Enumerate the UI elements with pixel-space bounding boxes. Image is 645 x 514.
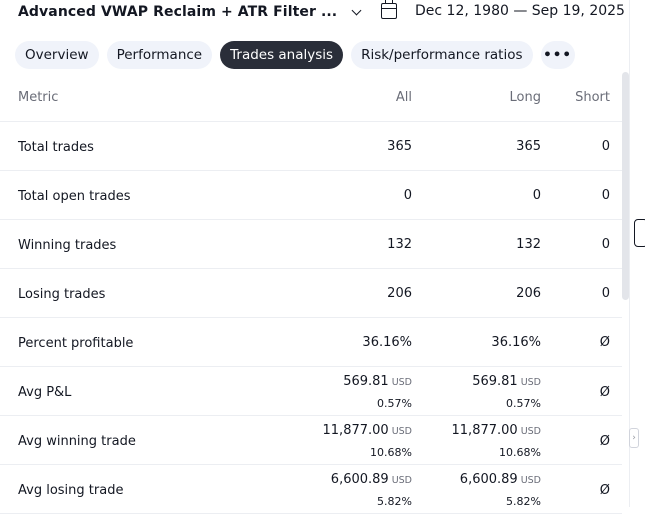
amount: 6,600.89 xyxy=(330,472,389,487)
table-scrollbar[interactable] xyxy=(622,72,629,300)
metric-label: Total open trades xyxy=(18,189,131,204)
table-row: Avg P&L 569.81 USD 0.57% 569.81 USD 0.57% … xyxy=(0,367,622,416)
metric-label: Avg losing trade xyxy=(18,483,124,498)
value-all: 6,600.89 USD 5.82% xyxy=(331,472,412,508)
value-short: Ø xyxy=(599,385,610,400)
table-row: Total trades 365 365 0 xyxy=(0,122,622,171)
metric-label: Avg winning trade xyxy=(18,434,136,449)
value-short: 0 xyxy=(601,237,610,252)
panel-resize-handle[interactable] xyxy=(634,219,645,247)
value-long: 36.16% xyxy=(491,335,541,350)
percent: 5.82% xyxy=(377,495,412,508)
report-header: Advanced VWAP Reclaim + ATR Filter ... D… xyxy=(0,0,645,30)
amount: 6,600.89 xyxy=(459,472,518,487)
currency-unit: USD xyxy=(391,377,412,388)
trades-analysis-table: Metric All Long Short Total trades 365 3… xyxy=(0,74,622,514)
strategy-name: Advanced VWAP Reclaim + ATR Filter ... xyxy=(18,4,338,20)
chevron-right-icon[interactable]: › xyxy=(629,428,639,448)
value-all: 36.16% xyxy=(362,335,412,350)
percent: 5.82% xyxy=(506,495,541,508)
percent: 0.57% xyxy=(506,397,541,410)
side-panel-edge xyxy=(629,0,645,507)
tab-trades-analysis[interactable]: Trades analysis xyxy=(220,41,344,69)
value-short: 0 xyxy=(601,139,610,154)
currency-unit: USD xyxy=(391,475,412,486)
date-range-text: Dec 12, 1980 — Sep 19, 2025 xyxy=(415,3,625,19)
column-header-short: Short xyxy=(575,90,610,105)
column-header-all: All xyxy=(395,90,412,105)
metric-label: Winning trades xyxy=(18,238,117,253)
currency-unit: USD xyxy=(520,426,541,437)
table-row: Avg winning trade 11,877.00 USD 10.68% 11… xyxy=(0,416,622,465)
tab-performance[interactable]: Performance xyxy=(106,41,213,69)
value-all: 365 xyxy=(387,139,412,154)
value-short: Ø xyxy=(599,335,610,350)
value-all: 11,877.00 USD 10.68% xyxy=(323,423,412,459)
column-header-long: Long xyxy=(509,90,541,105)
report-tabs: Overview Performance Trades analysis Ris… xyxy=(15,41,583,69)
value-long: 11,877.00 USD 10.68% xyxy=(452,423,541,459)
table-row: Total open trades 0 0 0 xyxy=(0,171,622,220)
percent: 10.68% xyxy=(370,446,412,459)
tab-risk-performance-ratios[interactable]: Risk/performance ratios xyxy=(351,41,533,69)
tab-overview[interactable]: Overview xyxy=(15,41,99,69)
column-header-metric: Metric xyxy=(18,90,59,105)
date-range-selector[interactable]: Dec 12, 1980 — Sep 19, 2025 xyxy=(381,0,645,19)
value-long: 365 xyxy=(516,139,541,154)
percent: 10.68% xyxy=(499,446,541,459)
value-long: 206 xyxy=(516,286,541,301)
value-short: 0 xyxy=(601,188,610,203)
table-row: Losing trades 206 206 0 xyxy=(0,269,622,318)
amount: 569.81 xyxy=(472,374,518,389)
amount: 569.81 xyxy=(343,374,389,389)
metric-label: Avg P&L xyxy=(18,385,72,400)
chevron-down-icon xyxy=(351,5,362,15)
value-long: 132 xyxy=(516,237,541,252)
table-row: Winning trades 132 132 0 xyxy=(0,220,622,269)
table-header-row: Metric All Long Short xyxy=(0,74,622,122)
value-long: 0 xyxy=(532,188,541,203)
value-all: 206 xyxy=(387,286,412,301)
value-long: 569.81 USD 0.57% xyxy=(472,374,541,410)
amount: 11,877.00 xyxy=(322,423,389,438)
metric-label: Percent profitable xyxy=(18,336,134,351)
value-short: Ø xyxy=(599,434,610,449)
metric-label: Total trades xyxy=(18,140,94,155)
value-all: 0 xyxy=(403,188,412,203)
value-long: 6,600.89 USD 5.82% xyxy=(460,472,541,508)
metric-label: Losing trades xyxy=(18,287,106,302)
currency-unit: USD xyxy=(520,377,541,388)
more-tabs-button[interactable]: ••• xyxy=(540,41,575,69)
value-short: 0 xyxy=(601,286,610,301)
value-all: 132 xyxy=(387,237,412,252)
amount: 11,877.00 xyxy=(451,423,518,438)
value-all: 569.81 USD 0.57% xyxy=(343,374,412,410)
currency-unit: USD xyxy=(391,426,412,437)
calendar-icon xyxy=(381,0,397,19)
table-row: Percent profitable 36.16% 36.16% Ø xyxy=(0,318,622,367)
currency-unit: USD xyxy=(520,475,541,486)
percent: 0.57% xyxy=(377,397,412,410)
strategy-selector[interactable]: Advanced VWAP Reclaim + ATR Filter ... xyxy=(18,4,362,20)
value-short: Ø xyxy=(599,483,610,498)
